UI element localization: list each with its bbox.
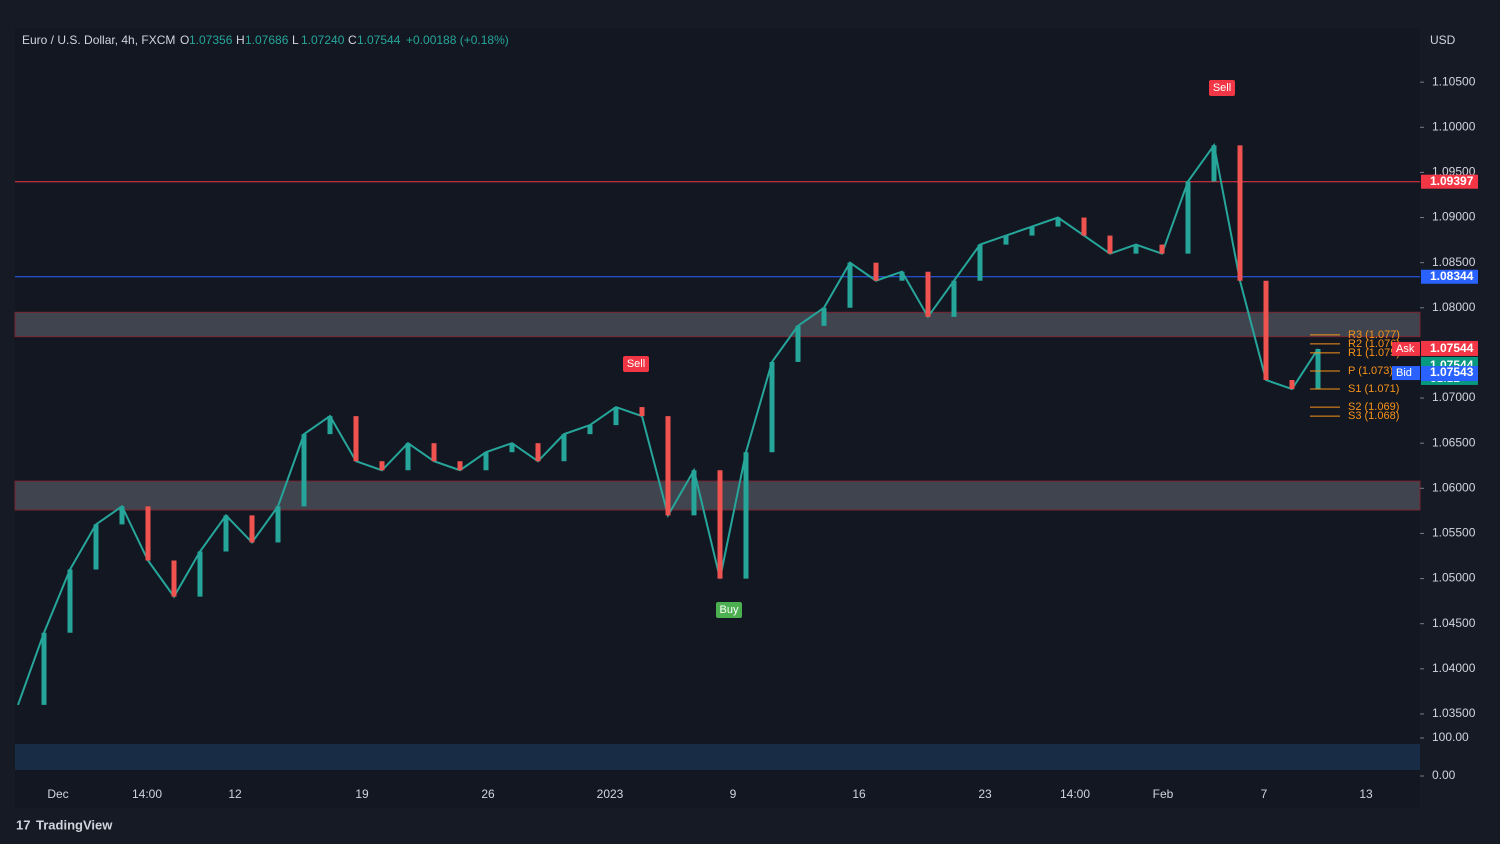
- ohlc-key: H: [236, 33, 245, 47]
- x-tick-label: 14:00: [132, 787, 162, 801]
- brand-logo: 17: [16, 817, 30, 832]
- ask-name-box: [1392, 341, 1420, 356]
- ohlc-key: L: [292, 33, 299, 47]
- pivot-label: R3 (1.077): [1348, 329, 1400, 341]
- ohlc-key: C: [348, 33, 357, 47]
- pivot-label: S2 (1.069): [1348, 401, 1399, 413]
- signal-box: [1209, 80, 1235, 96]
- x-tick-label: Feb: [1153, 787, 1174, 801]
- y-tick-label: 1.08500: [1432, 255, 1476, 269]
- y-tick-label: 1.09000: [1432, 210, 1476, 224]
- y-tick-label: 1.04000: [1432, 661, 1476, 675]
- y-tick-label: 1.03500: [1432, 706, 1476, 720]
- signal-label: Sell: [1213, 82, 1231, 94]
- ohlc-value: 1.07356: [189, 33, 233, 47]
- ask-tag: [1421, 340, 1478, 356]
- signal-label: Buy: [720, 604, 739, 616]
- oscillator-band: [15, 744, 1420, 770]
- pivot-label: P (1.073): [1348, 365, 1393, 377]
- x-tick-label: 16: [852, 787, 866, 801]
- x-tick-label: 7: [1261, 787, 1268, 801]
- bid-name-box: [1392, 366, 1420, 381]
- y-tick-label: 1.10500: [1432, 74, 1476, 88]
- level-tag: [1421, 174, 1478, 189]
- pivot-label: R2 (1.076): [1348, 338, 1400, 350]
- ask-tag-label: 1.07544: [1430, 341, 1474, 355]
- y-tick-label: 1.06000: [1432, 480, 1476, 494]
- x-tick-label: 9: [730, 787, 737, 801]
- plot-area: [15, 28, 1420, 808]
- level-tag: [1421, 269, 1478, 284]
- osc-tick-label: 0.00: [1432, 768, 1456, 782]
- ask-name: Ask: [1396, 343, 1415, 355]
- y-tick-label: 1.07000: [1432, 390, 1476, 404]
- currency: USD: [1430, 33, 1456, 47]
- ohlc-value: 1.07686: [245, 33, 289, 47]
- bid-tag: [1421, 366, 1478, 382]
- signal-label: Sell: [627, 358, 645, 370]
- ohlc-value: 1.07240: [301, 33, 345, 47]
- change: +0.00188 (+0.18%): [406, 33, 509, 47]
- pivot-label: S3 (1.068): [1348, 410, 1399, 422]
- symbol: Euro / U.S. Dollar, 4h, FXCM: [22, 33, 175, 47]
- level-tag-label: 1.08344: [1430, 269, 1474, 283]
- osc-tick-label: 100.00: [1432, 730, 1469, 744]
- y-tick-label: 1.10000: [1432, 119, 1476, 133]
- x-tick-label: 2023: [597, 787, 624, 801]
- y-tick-label: 1.04500: [1432, 616, 1476, 630]
- x-tick-label: 12: [228, 787, 242, 801]
- y-tick-label: 1.08000: [1432, 300, 1476, 314]
- ohlc-value: 1.07544: [357, 33, 401, 47]
- x-tick-label: Dec: [47, 787, 68, 801]
- brand: TradingView: [36, 817, 113, 832]
- signal-box: [623, 356, 649, 372]
- y-tick-label: 1.05500: [1432, 526, 1476, 540]
- signal-box: [716, 602, 742, 618]
- x-tick-label: 14:00: [1060, 787, 1090, 801]
- bid-tag-label: 1.07543: [1430, 365, 1474, 379]
- y-tick-label: 1.05000: [1432, 571, 1476, 585]
- x-tick-label: 26: [481, 787, 495, 801]
- ohlc-key: O: [180, 33, 189, 47]
- zone: [14, 311, 1421, 338]
- x-tick-label: 23: [978, 787, 992, 801]
- pivot-label: S1 (1.071): [1348, 383, 1399, 395]
- level-tag-label: 1.09397: [1430, 174, 1474, 188]
- x-tick-label: 13: [1359, 787, 1373, 801]
- pivot-label: R1 (1.075): [1348, 347, 1400, 359]
- x-tick-label: 19: [355, 787, 369, 801]
- bid-name: Bid: [1396, 367, 1412, 379]
- y-tick-label: 1.06500: [1432, 435, 1476, 449]
